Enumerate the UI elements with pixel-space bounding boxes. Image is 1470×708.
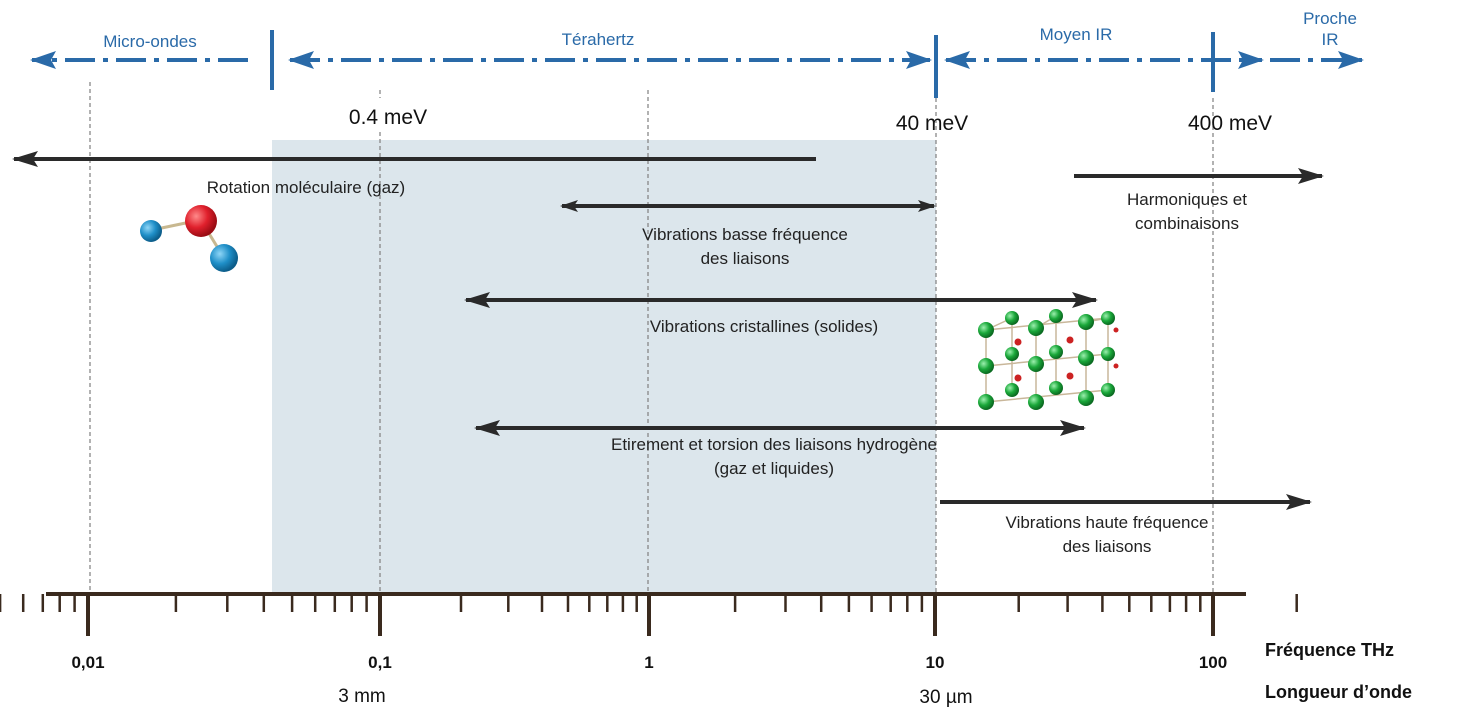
energy-label-400meV: 400 meV [1188, 112, 1272, 135]
tick-label-100: 100 [1199, 653, 1227, 672]
wavelength-axis-label: Longueur d’onde [1265, 682, 1412, 702]
hbond-label-2: (gaz et liquides) [714, 459, 834, 478]
frequency-axis-label: Fréquence THz [1265, 640, 1394, 660]
tick-label-0.1: 0,1 [368, 653, 392, 672]
tick-label-0.01: 0,01 [71, 653, 104, 672]
wavelength-label-3mm: 3 mm [338, 686, 386, 707]
high-freq-label-2: des liaisons [1063, 537, 1152, 556]
harmonics-label-2: combinaisons [1135, 214, 1239, 233]
energy-label-40meV: 40 meV [896, 112, 968, 135]
hbond-label-1: Etirement et torsion des liaisons hydrog… [611, 435, 937, 454]
rotation-label: Rotation moléculaire (gaz) [207, 178, 405, 197]
band-label-mid-ir: Moyen IR [1040, 25, 1113, 44]
tick-label-10: 10 [926, 653, 945, 672]
band-label-near-ir-2: IR [1322, 30, 1339, 49]
high-freq-label-1: Vibrations haute fréquence [1006, 513, 1209, 532]
tick-label-1: 1 [644, 653, 653, 672]
low-freq-label-1: Vibrations basse fréquence [642, 225, 848, 244]
low-freq-label-2: des liaisons [701, 249, 790, 268]
minor-ticks [0, 594, 1298, 612]
water-molecule-illustration [140, 205, 238, 272]
wavelength-label-30um: 30 µm [919, 687, 972, 708]
terahertz-region [272, 140, 936, 594]
crystal-label: Vibrations cristallines (solides) [650, 317, 878, 336]
energy-label-0.4meV: 0.4 meV [349, 106, 427, 129]
crystal-lattice-illustration [974, 308, 1120, 412]
band-label-near-ir-1: Proche [1303, 9, 1357, 28]
band-label-terahertz: Térahertz [562, 30, 635, 49]
harmonics-label-1: Harmoniques et [1127, 190, 1247, 209]
band-label-microwaves: Micro-ondes [103, 32, 197, 51]
